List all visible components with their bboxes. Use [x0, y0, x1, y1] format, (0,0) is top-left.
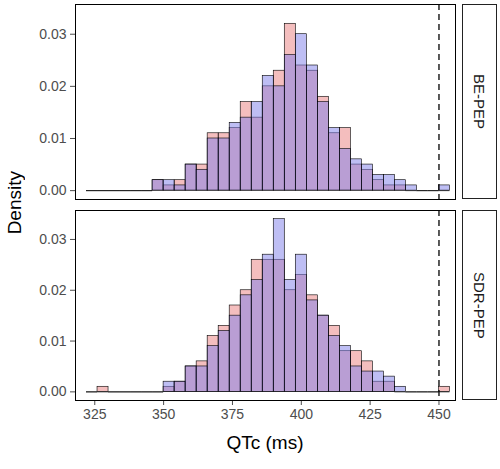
svg-text:450: 450 — [427, 406, 451, 422]
svg-text:0.01: 0.01 — [39, 130, 66, 146]
html-text:Density: Density — [4, 170, 25, 235]
svg-text:400: 400 — [290, 406, 314, 422]
svg-text:0.00: 0.00 — [39, 383, 66, 399]
svg-text:0.02: 0.02 — [39, 78, 66, 94]
html-text:BE-PEP: BE-PEP — [471, 74, 488, 129]
svg-text:425: 425 — [358, 406, 382, 422]
svg-text:0.02: 0.02 — [39, 282, 66, 298]
svg-text:0.01: 0.01 — [39, 333, 66, 349]
html-text:QTc (ms): QTc (ms) — [226, 432, 304, 453]
svg-text:375: 375 — [221, 406, 245, 422]
svg-text:0.00: 0.00 — [39, 182, 66, 198]
svg-text:0.03: 0.03 — [39, 26, 66, 42]
svg-text:325: 325 — [83, 406, 107, 422]
html-text:SDR-PEP: SDR-PEP — [471, 271, 488, 339]
svg-text:0.03: 0.03 — [39, 231, 66, 247]
svg-text:350: 350 — [152, 406, 176, 422]
